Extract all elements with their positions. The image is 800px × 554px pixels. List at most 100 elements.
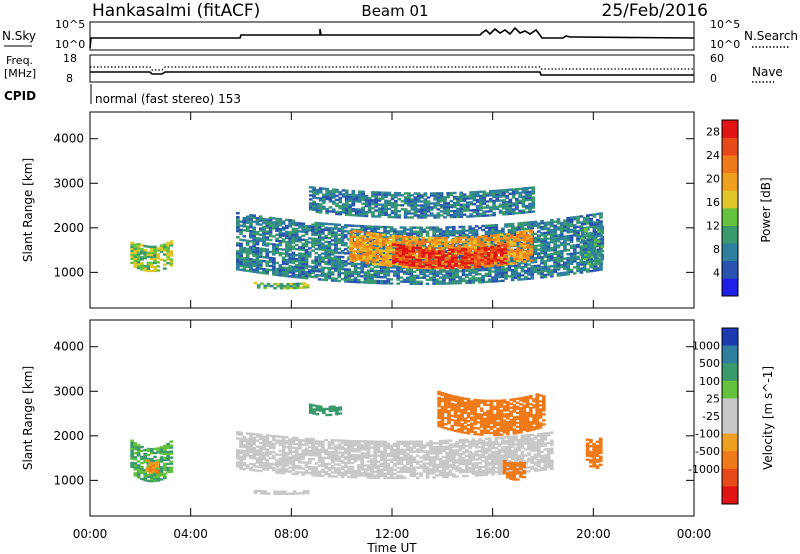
data-cell (291, 253, 296, 256)
data-cell (294, 464, 299, 468)
data-cell (399, 232, 404, 235)
data-cell (474, 273, 479, 276)
data-cell (252, 463, 256, 466)
data-cell (546, 269, 551, 272)
data-cell (437, 236, 442, 240)
data-cell (378, 233, 383, 236)
data-cell (502, 199, 506, 202)
data-cell (245, 265, 250, 268)
data-cell (464, 248, 468, 251)
data-cell (477, 261, 481, 264)
data-cell (307, 465, 312, 469)
data-cell (481, 236, 485, 240)
data-cell (239, 439, 243, 442)
data-cell (445, 276, 450, 279)
data-cell (556, 274, 561, 277)
data-cell (540, 246, 544, 249)
data-cell (569, 252, 574, 255)
data-cell (294, 270, 299, 273)
data-cell (454, 262, 458, 265)
data-cell (321, 474, 325, 478)
data-cell (308, 198, 313, 201)
data-cell (389, 270, 394, 273)
data-cell (415, 230, 420, 233)
data-cell (446, 194, 451, 197)
data-cell (298, 439, 302, 442)
data-cell (294, 221, 299, 225)
data-cell (363, 227, 368, 230)
data-cell (255, 223, 260, 226)
data-cell (387, 215, 392, 219)
data-cell (239, 451, 243, 454)
data-cell (249, 444, 253, 448)
data-cell (497, 265, 502, 269)
data-cell (459, 213, 464, 216)
data-cell (433, 196, 437, 199)
data-cell (593, 243, 598, 246)
data-cell (528, 194, 532, 198)
data-cell (480, 245, 484, 248)
data-cell (308, 204, 313, 207)
data-cell (169, 466, 174, 469)
data-cell (528, 186, 532, 190)
data-cell (517, 222, 521, 225)
data-cell (236, 431, 240, 434)
data-cell (285, 462, 289, 465)
data-cell (494, 276, 499, 279)
data-cell (130, 241, 134, 244)
data-cell (159, 452, 164, 455)
data-cell (299, 286, 304, 289)
data-cell (317, 472, 322, 475)
data-cell (441, 252, 445, 255)
data-cell (540, 250, 544, 253)
data-cell (422, 262, 427, 265)
data-cell (321, 470, 325, 473)
data-cell (350, 264, 355, 267)
data-cell (587, 244, 591, 248)
data-cell (392, 243, 396, 246)
data-cell (482, 198, 486, 201)
data-cell (363, 229, 368, 232)
data-cell (379, 269, 384, 273)
data-cell (593, 231, 598, 234)
data-cell (375, 233, 380, 236)
data-cell (530, 243, 535, 246)
data-cell (516, 231, 520, 234)
nsky-tick-top: 10^5 (55, 18, 85, 31)
data-cell (373, 269, 378, 273)
data-cell (383, 246, 387, 249)
data-cell (489, 238, 494, 241)
data-cell (252, 238, 256, 241)
data-cell (453, 240, 458, 244)
data-cell (463, 236, 468, 239)
data-cell (321, 456, 325, 459)
data-cell (281, 467, 286, 471)
data-cell (347, 276, 351, 279)
data-cell (136, 466, 141, 469)
data-cell (163, 243, 167, 246)
data-cell (278, 224, 283, 227)
data-cell (491, 266, 495, 269)
data-cell (493, 234, 497, 237)
data-cell (496, 241, 501, 245)
data-cell (422, 272, 427, 275)
data-cell (504, 271, 508, 274)
data-cell (344, 199, 349, 202)
data-cell (434, 238, 438, 242)
data-cell (258, 215, 263, 218)
data-cell (590, 249, 595, 253)
data-cell (153, 251, 157, 254)
data-cell (291, 259, 296, 262)
data-cell (156, 475, 161, 478)
data-cell (378, 261, 383, 264)
data-cell (169, 450, 174, 453)
data-cell (385, 254, 389, 257)
data-cell (343, 274, 348, 277)
data-cell (531, 196, 536, 199)
data-cell (341, 195, 346, 198)
data-cell (156, 257, 161, 260)
data-cell (366, 279, 371, 282)
data-cell (597, 244, 601, 247)
data-cell (599, 264, 603, 267)
